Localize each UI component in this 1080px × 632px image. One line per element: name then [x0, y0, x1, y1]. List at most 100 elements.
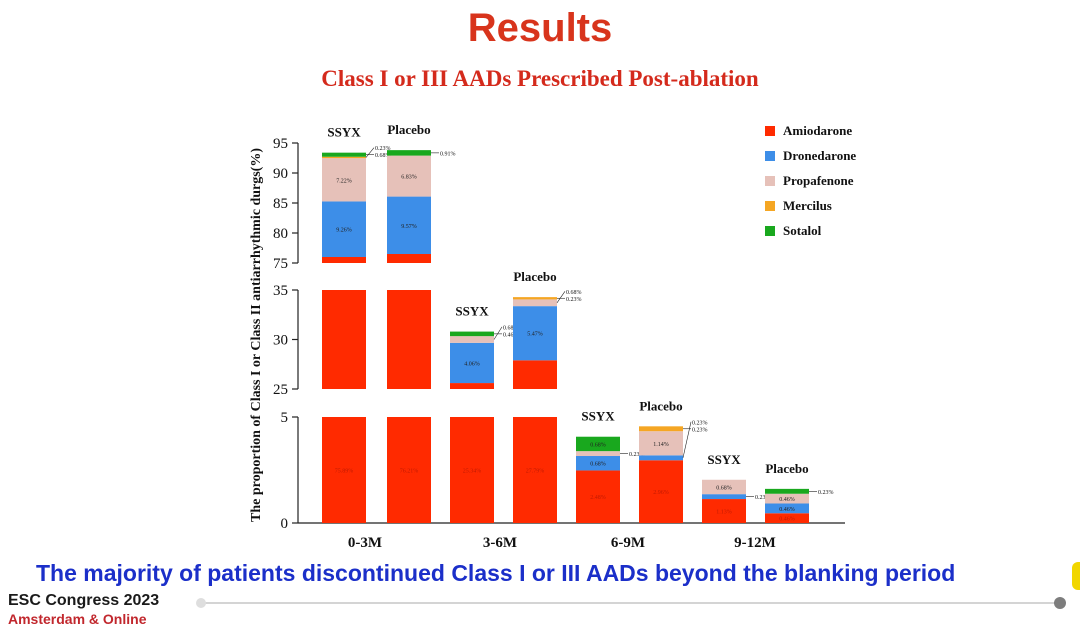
bar-segment-amiodarone [450, 383, 494, 389]
data-label: 5.47% [527, 332, 543, 338]
data-label: 76.21% [400, 469, 419, 475]
data-label: 0.23% [755, 495, 771, 501]
bar-group-label: Placebo [639, 398, 682, 413]
bar-segment-sotalol [576, 436, 620, 452]
data-label-leader [682, 421, 692, 458]
bar-segment-dronedarone [387, 196, 431, 254]
y-tick-label: 75 [273, 256, 288, 272]
data-label: 0.68% [716, 485, 732, 491]
data-label: 0.68% [503, 325, 519, 331]
bar-segment-dronedarone [576, 456, 620, 471]
bar-segment-amiodarone [639, 460, 683, 523]
bar-segment-sotalol [765, 488, 809, 494]
data-label: 9.26% [336, 228, 352, 234]
bar-segment-mercilus [639, 426, 683, 432]
data-label: 2.96% [653, 490, 669, 496]
legend-swatch-dronedarone [765, 151, 775, 161]
data-label: 27.79% [526, 469, 545, 475]
data-label: 25.34% [463, 469, 482, 475]
bar-segment-mercilus [322, 156, 366, 159]
bar-group-label: Placebo [513, 269, 556, 284]
bar-segment-amiodarone [576, 470, 620, 523]
y-tick-label: 95 [273, 136, 288, 152]
bar-segment-amiodarone [387, 254, 431, 263]
bar-segment-amiodarone [387, 417, 431, 523]
bar-segment-propafenone [450, 336, 494, 343]
bar-segment-dronedarone [702, 494, 746, 500]
data-label-leader [365, 147, 375, 158]
bar-segment-sotalol [322, 152, 366, 157]
bar-segment-amiodarone [702, 499, 746, 523]
y-tick-label: 90 [273, 166, 288, 182]
data-label: 7.22% [336, 178, 352, 184]
bar-segment-propafenone [639, 431, 683, 456]
data-label: 75.89% [335, 469, 354, 475]
data-label: 2.48% [590, 495, 606, 501]
data-label: 0.46% [779, 497, 795, 503]
slide-subtitle: Class I or III AADs Prescribed Post-abla… [321, 66, 759, 91]
bar-segment-amiodarone [322, 290, 366, 389]
data-label: 0.68% [566, 290, 582, 296]
x-tick-label: 3-6M [483, 535, 517, 551]
bar-group-label: SSYX [581, 409, 615, 424]
data-label: 0.23% [629, 452, 645, 458]
data-label-leader [493, 326, 503, 340]
bar-segment-propafenone [702, 479, 746, 495]
stacked-bar-chart: 0 5 25 30 35 75 80 85 90 95 The proportion of Clas… [249, 122, 856, 551]
bar-segment-sotalol [387, 150, 431, 156]
conclusion-text: The majority of patients discontinued Cl… [36, 560, 956, 586]
y-tick-label: 80 [273, 226, 288, 242]
legend-swatch-propafenone [765, 176, 775, 186]
legend-swatch-sotalol [765, 226, 775, 236]
data-label: 0.68% [375, 153, 391, 159]
bar-segment-propafenone [387, 155, 431, 197]
data-label: 0.23% [566, 297, 582, 303]
bar-segment-dronedarone [322, 201, 366, 257]
bar-segment-propafenone [513, 299, 557, 307]
bar-group-label: Placebo [765, 461, 808, 476]
bar-segment-sotalol [450, 331, 494, 337]
data-label: 0.68% [590, 462, 606, 468]
x-tick-label: 9-12M [734, 535, 776, 551]
data-label: 0.46% [779, 507, 795, 513]
data-label: 1.14% [653, 442, 669, 448]
data-label: 1.13% [716, 510, 732, 516]
bar-segment-amiodarone [322, 417, 366, 523]
y-tick-label: 30 [273, 333, 288, 349]
video-progress-track[interactable] [200, 602, 1062, 604]
data-label: 0.23% [818, 490, 834, 496]
data-label: 0.23% [692, 420, 708, 426]
legend-swatch-mercilus [765, 201, 775, 211]
bar-segment-propafenone [322, 158, 366, 202]
bar-segment-propafenone [765, 493, 809, 504]
bar-group-label: Placebo [387, 122, 430, 137]
bar-group-label: SSYX [455, 304, 489, 319]
y-tick-label: 0 [281, 516, 289, 532]
bar-segment-amiodarone [387, 290, 431, 389]
legend-label: Dronedarone [783, 148, 856, 163]
edge-marker [1072, 562, 1080, 590]
progress-start-dot [196, 598, 206, 608]
x-tick-label: 0-3M [348, 535, 382, 551]
bar-segment-dronedarone [450, 342, 494, 384]
bar-segment-dronedarone [765, 503, 809, 514]
y-tick-label: 85 [273, 196, 288, 212]
bar-segment-amiodarone [513, 417, 557, 523]
bar-segment-amiodarone [513, 360, 557, 389]
data-label: 4.06% [464, 361, 480, 367]
data-label: 0.91% [440, 151, 456, 157]
y-tick-label: 35 [273, 283, 288, 299]
data-label-leader [556, 291, 566, 303]
bar-segment-mercilus [513, 297, 557, 300]
legend-swatch-amiodarone [765, 126, 775, 136]
congress-name: ESC Congress 2023 [8, 592, 160, 609]
y-axis-label: The proportion of Class I or Class II an… [249, 148, 264, 522]
bar-segment-dronedarone [639, 455, 683, 461]
bar-group-label: SSYX [707, 452, 741, 467]
data-label: 0.23% [375, 146, 391, 152]
bar-segment-amiodarone [450, 417, 494, 523]
progress-handle[interactable] [1054, 597, 1066, 609]
data-label: 0.23% [692, 427, 708, 433]
legend-label: Amiodarone [783, 123, 852, 138]
data-label: 0.68% [590, 442, 606, 448]
